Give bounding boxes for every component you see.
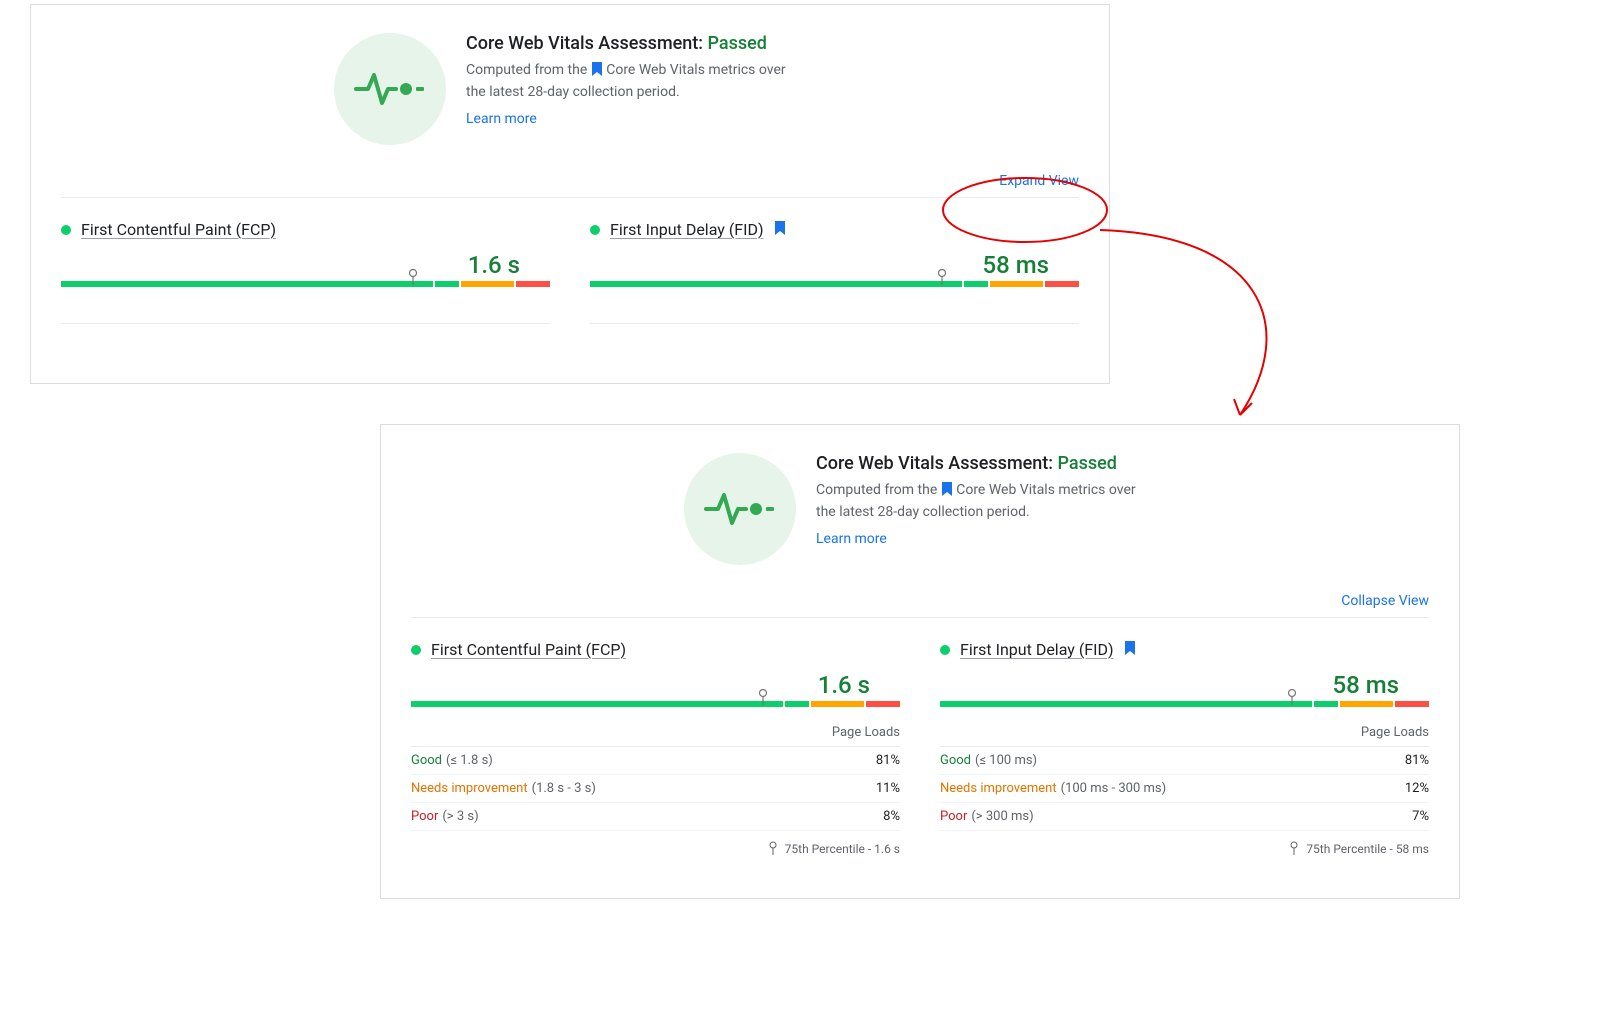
metric-name-link[interactable]: First Input Delay (FID) xyxy=(610,220,764,239)
metric-gauge xyxy=(411,701,900,719)
metric-fid: First Input Delay (FID) 58 ms xyxy=(590,220,1079,324)
metric-value: 58 ms xyxy=(1332,671,1399,699)
gauge-pointer-icon xyxy=(408,269,418,285)
metric-fid-expanded: First Input Delay (FID) 58 ms Page Loads xyxy=(940,640,1429,858)
breakdown-row-poor: Poor(> 300 ms) 7% xyxy=(940,803,1429,831)
assessment-description: Computed from the Core Web Vitals metric… xyxy=(816,480,1156,523)
percentile-footer: 75th Percentile - 1.6 s xyxy=(411,831,900,858)
status-dot-icon xyxy=(61,225,71,235)
status-dot-icon xyxy=(411,645,421,655)
bookmark-icon xyxy=(591,62,603,82)
metric-value: 1.6 s xyxy=(468,251,520,279)
metric-value: 58 ms xyxy=(982,251,1049,279)
metric-name-link[interactable]: First Contentful Paint (FCP) xyxy=(431,640,626,659)
breakdown-header: Page Loads xyxy=(940,719,1429,747)
assessment-card-expanded: Core Web Vitals Assessment: Passed Compu… xyxy=(380,424,1460,899)
status-dot-icon xyxy=(590,225,600,235)
expand-view-button[interactable]: Expand View xyxy=(999,173,1079,189)
bookmark-icon xyxy=(774,221,786,239)
breakdown-row-poor: Poor(> 3 s) 8% xyxy=(411,803,900,831)
metric-name-link[interactable]: First Input Delay (FID) xyxy=(960,640,1114,659)
breakdown-row-good: Good(≤ 1.8 s) 81% xyxy=(411,747,900,775)
metric-fcp-expanded: First Contentful Paint (FCP) 1.6 s Page … xyxy=(411,640,900,858)
percentile-footer: 75th Percentile - 58 ms xyxy=(940,831,1429,858)
pin-icon xyxy=(1289,841,1299,858)
metric-value: 1.6 s xyxy=(818,671,870,699)
bookmark-icon xyxy=(941,482,953,502)
pulse-badge-icon xyxy=(684,453,796,565)
assessment-status: Passed xyxy=(1058,453,1117,474)
gauge-pointer-icon xyxy=(758,689,768,705)
metric-gauge xyxy=(590,281,1079,299)
assessment-header: Core Web Vitals Assessment: Passed Compu… xyxy=(31,5,1109,145)
assessment-title: Core Web Vitals Assessment: Passed xyxy=(816,453,1156,474)
collapse-view-button[interactable]: Collapse View xyxy=(1341,593,1429,609)
metric-gauge xyxy=(61,281,550,299)
breakdown-row-good: Good(≤ 100 ms) 81% xyxy=(940,747,1429,775)
metric-gauge xyxy=(940,701,1429,719)
breakdown-row-needs: Needs improvement(1.8 s - 3 s) 11% xyxy=(411,775,900,803)
assessment-header: Core Web Vitals Assessment: Passed Compu… xyxy=(381,425,1459,565)
assessment-status: Passed xyxy=(708,33,767,54)
breakdown-row-needs: Needs improvement(100 ms - 300 ms) 12% xyxy=(940,775,1429,803)
gauge-pointer-icon xyxy=(937,269,947,285)
metric-fcp: First Contentful Paint (FCP) 1.6 s xyxy=(61,220,550,324)
pulse-badge-icon xyxy=(334,33,446,145)
gauge-pointer-icon xyxy=(1287,689,1297,705)
pin-icon xyxy=(768,841,778,858)
status-dot-icon xyxy=(940,645,950,655)
assessment-title-prefix: Core Web Vitals Assessment: xyxy=(816,453,1058,474)
assessment-title-prefix: Core Web Vitals Assessment: xyxy=(466,33,708,54)
metric-name-link[interactable]: First Contentful Paint (FCP) xyxy=(81,220,276,239)
assessment-card-collapsed: Core Web Vitals Assessment: Passed Compu… xyxy=(30,4,1110,384)
learn-more-link[interactable]: Learn more xyxy=(816,531,887,547)
bookmark-icon xyxy=(1124,641,1136,659)
learn-more-link[interactable]: Learn more xyxy=(466,111,537,127)
assessment-description: Computed from the Core Web Vitals metric… xyxy=(466,60,806,103)
breakdown-header: Page Loads xyxy=(411,719,900,747)
assessment-title: Core Web Vitals Assessment: Passed xyxy=(466,33,806,54)
